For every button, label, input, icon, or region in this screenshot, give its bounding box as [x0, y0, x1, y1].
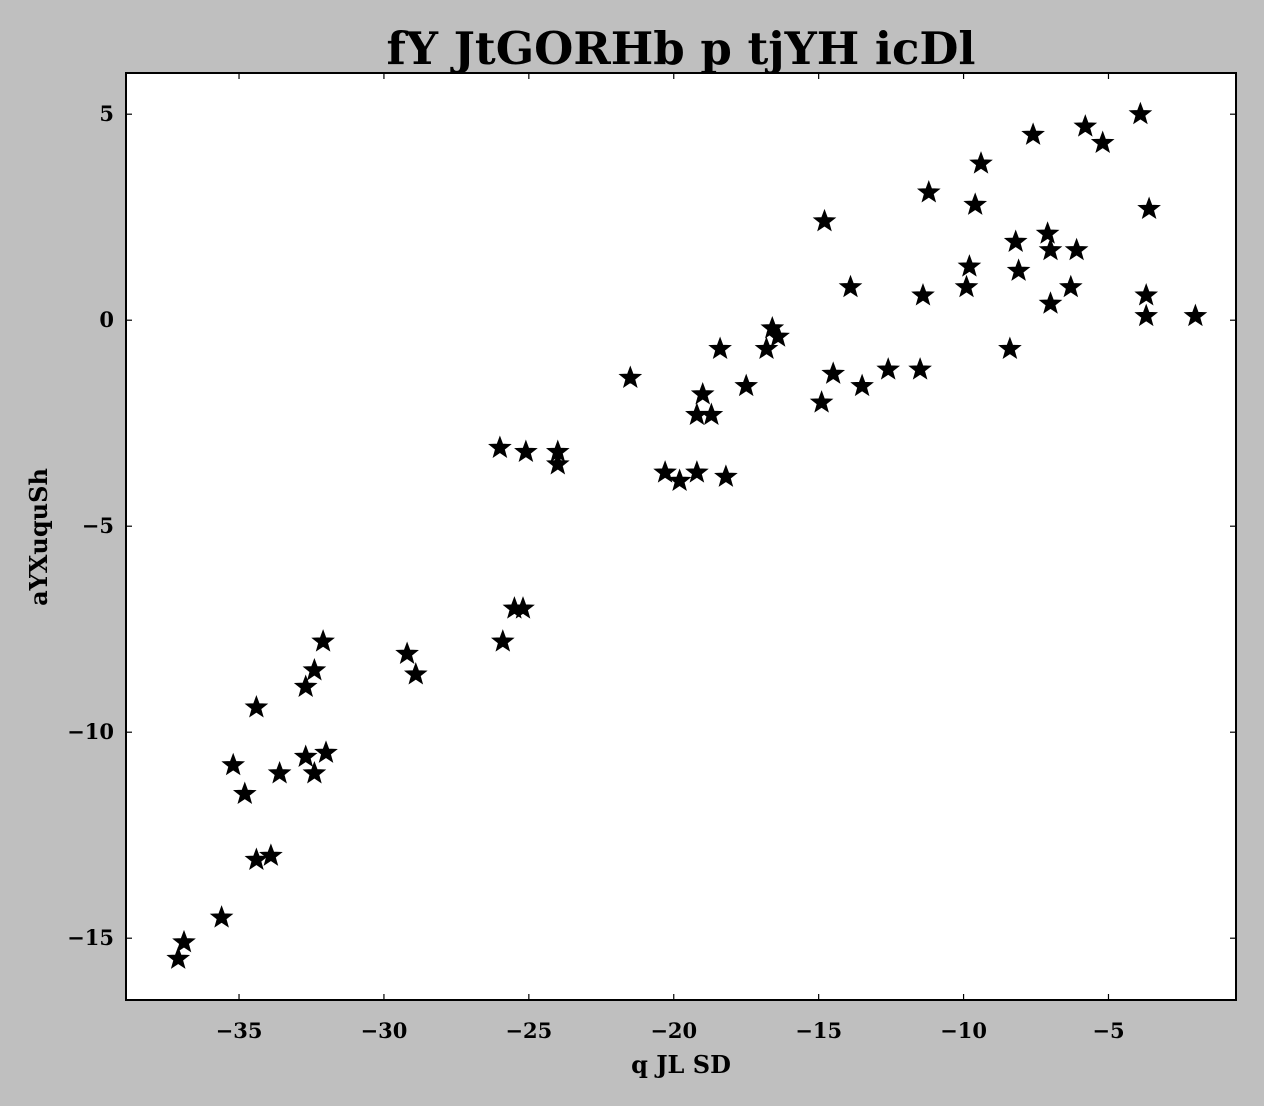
data-point-star [1021, 122, 1045, 145]
data-point-star [699, 402, 724, 426]
x-tick-label: −15 [795, 1018, 842, 1043]
data-point-star [1064, 237, 1089, 261]
data-point-star [1134, 303, 1159, 327]
data-point-star [403, 662, 428, 685]
data-point-star [667, 468, 692, 491]
data-point-star [1006, 258, 1031, 281]
data-point-star [1038, 291, 1063, 314]
data-point-star [166, 946, 191, 969]
y-axis-label: aYXuquSh [24, 468, 53, 606]
data-point-star [490, 629, 515, 652]
data-point-star [232, 781, 257, 805]
data-point-star [244, 847, 269, 870]
data-point-star [244, 695, 269, 718]
x-tick-labels: −35 −30 −25 −20 −15 −10 −5 [216, 1018, 1125, 1043]
data-point-star [221, 752, 246, 776]
data-point-star [957, 254, 982, 277]
data-point-star [963, 192, 988, 215]
data-points [166, 101, 1208, 969]
data-point-star [488, 435, 512, 458]
data-point-star [1038, 237, 1063, 261]
data-point-star [954, 274, 979, 298]
data-point-star [1003, 229, 1028, 252]
data-point-star [1073, 114, 1098, 137]
data-point-star [302, 657, 327, 681]
data-point-star [395, 641, 419, 664]
data-point-star [293, 744, 318, 767]
data-point-star [821, 361, 846, 384]
x-tick-label: −30 [361, 1018, 408, 1043]
data-point-star [302, 760, 327, 784]
data-point-star [1183, 303, 1208, 327]
data-point-star [766, 324, 790, 347]
data-point-star [690, 381, 715, 405]
data-point-star [809, 390, 834, 413]
data-point-star [618, 365, 643, 388]
data-point-star [908, 357, 932, 380]
data-point-star [1128, 101, 1153, 125]
data-point-star [685, 460, 709, 483]
y-tick-label: 0 [99, 307, 114, 332]
x-tick-label: −35 [216, 1018, 263, 1043]
data-point-star [734, 373, 759, 397]
data-point-star [708, 336, 732, 360]
data-point-star [314, 740, 338, 763]
data-point-star [998, 336, 1022, 360]
x-tick-label: −25 [505, 1018, 552, 1043]
data-point-star [876, 357, 901, 380]
data-point-star [653, 460, 677, 483]
data-point-star [511, 596, 535, 619]
data-point-star [1058, 274, 1083, 298]
plot-area [126, 73, 1236, 1000]
x-tick-label: −10 [940, 1018, 987, 1043]
data-point-star [545, 451, 570, 475]
x-tick-label: −5 [1092, 1018, 1124, 1043]
y-tick-label: 5 [99, 101, 114, 126]
x-axis-label: q JL SD [631, 1050, 731, 1079]
data-point-star [1090, 130, 1115, 154]
data-point-star [172, 929, 196, 953]
x-tick-label: −20 [650, 1018, 697, 1043]
data-point-star [969, 151, 993, 174]
data-point-star [311, 629, 335, 652]
plot-frame [125, 72, 1237, 1001]
data-point-star [1134, 283, 1159, 306]
data-point-star [714, 464, 738, 487]
data-point-star [1137, 196, 1161, 220]
data-point-star [209, 905, 234, 928]
data-point-star [293, 674, 318, 697]
data-point-star [916, 180, 941, 203]
y-tick-label: −5 [82, 513, 114, 538]
data-point-star [1035, 221, 1060, 244]
y-tick-label: −10 [67, 719, 114, 744]
data-point-star [812, 208, 837, 232]
data-point-star [850, 373, 874, 397]
chart-title: fY JtGORHb p tjYH icDl [386, 22, 975, 75]
data-point-star [838, 274, 863, 298]
data-point-star [514, 439, 538, 463]
y-tick-labels: 5 0 −5 −10 −15 [67, 101, 114, 950]
data-point-star [911, 283, 935, 306]
data-point-star [754, 336, 779, 360]
data-point-star [267, 760, 292, 784]
data-point-star [259, 843, 283, 866]
y-tick-label: −15 [67, 925, 114, 950]
